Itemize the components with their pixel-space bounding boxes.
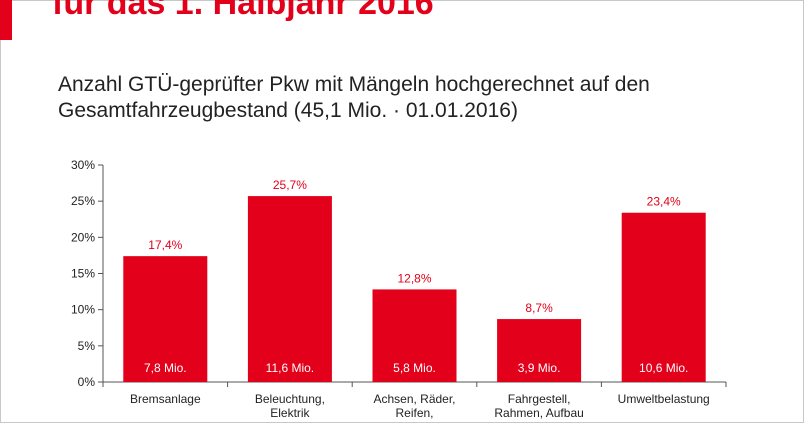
category-label: Umweltbelastung — [618, 392, 710, 406]
category-label: Beleuchtung, — [255, 392, 325, 406]
category-label: Bremsanlage — [130, 392, 201, 406]
bar-value-label: 8,7% — [525, 301, 553, 315]
bar-inner-label: 3,9 Mio. — [518, 361, 561, 375]
subtitle-line-2: Gesamtfahrzeugbestand (45,1 Mio. · 01.01… — [58, 99, 518, 122]
y-tick-label: 5% — [78, 339, 96, 353]
y-tick-label: 15% — [71, 267, 95, 281]
bar — [247, 196, 332, 382]
bar-value-label: 23,4% — [647, 195, 681, 209]
slide-title: für das 1. Halbjahr 2016 — [52, 0, 434, 22]
category-label: Fahrgestell, — [508, 392, 571, 406]
bar-value-label: 25,7% — [273, 178, 307, 192]
bar — [123, 256, 208, 382]
y-tick-label: 30% — [71, 158, 95, 172]
accent-bar — [0, 0, 12, 40]
bar-inner-label: 5,8 Mio. — [393, 361, 436, 375]
bar — [497, 319, 582, 382]
category-label: Achsen, Räder, — [373, 392, 455, 406]
bar-value-label: 17,4% — [148, 238, 182, 252]
chart-subtitle: Anzahl GTÜ-geprüfter Pkw mit Mängeln hoc… — [58, 72, 798, 124]
bar-inner-label: 7,8 Mio. — [144, 361, 187, 375]
y-tick-label: 0% — [78, 375, 96, 389]
bar-value-label: 12,8% — [397, 271, 431, 285]
bar-inner-label: 10,6 Mio. — [639, 361, 688, 375]
category-label: Reifen, — [395, 406, 433, 420]
subtitle-line-1: Anzahl GTÜ-geprüfter Pkw mit Mängeln hoc… — [58, 73, 650, 96]
category-label: Rahmen, Aufbau — [494, 406, 583, 420]
bar — [372, 289, 457, 382]
bar-inner-label: 11,6 Mio. — [266, 361, 314, 375]
y-tick-label: 25% — [71, 194, 95, 208]
y-tick-label: 10% — [71, 303, 95, 317]
category-label: Elektrik — [270, 406, 310, 420]
y-tick-label: 20% — [71, 230, 95, 244]
bar — [621, 212, 706, 382]
